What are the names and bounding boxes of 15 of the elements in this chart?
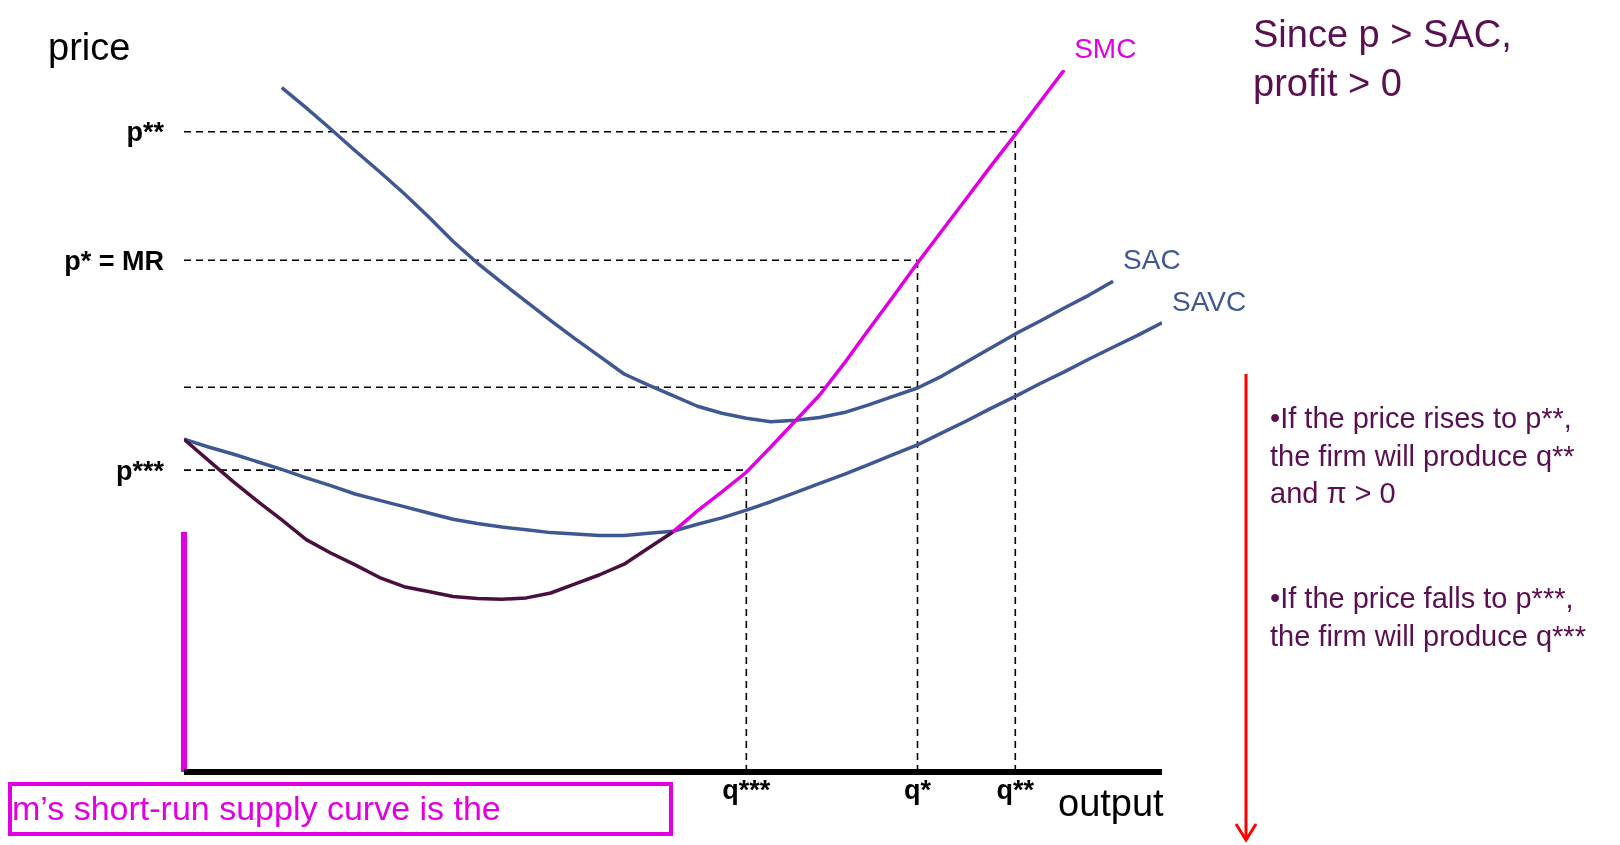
text: •If the price falls to p***, the firm will produce q***	[1270, 582, 1586, 652]
x-axis-title: output	[1058, 782, 1164, 825]
series-label: SAC	[1123, 244, 1181, 276]
x-tick-label: q***	[722, 775, 771, 806]
text: m’s short-run supply curve is the	[8, 782, 673, 836]
x-tick-label: q**	[996, 775, 1035, 806]
ref-line-label: p* = MR	[64, 245, 164, 276]
text: Since p > SAC, profit > 0	[1253, 12, 1513, 107]
series-label: SAVC	[1172, 285, 1247, 317]
series-label: SMC	[1074, 33, 1137, 64]
y-axis-title: price	[48, 26, 131, 69]
text: •If the price rises to p**, the firm will produce q** and π > 0	[1270, 402, 1575, 510]
ref-line-label: p***	[115, 455, 165, 486]
x-tick-label: q*	[904, 775, 932, 806]
ref-line-label: p**	[126, 117, 165, 148]
